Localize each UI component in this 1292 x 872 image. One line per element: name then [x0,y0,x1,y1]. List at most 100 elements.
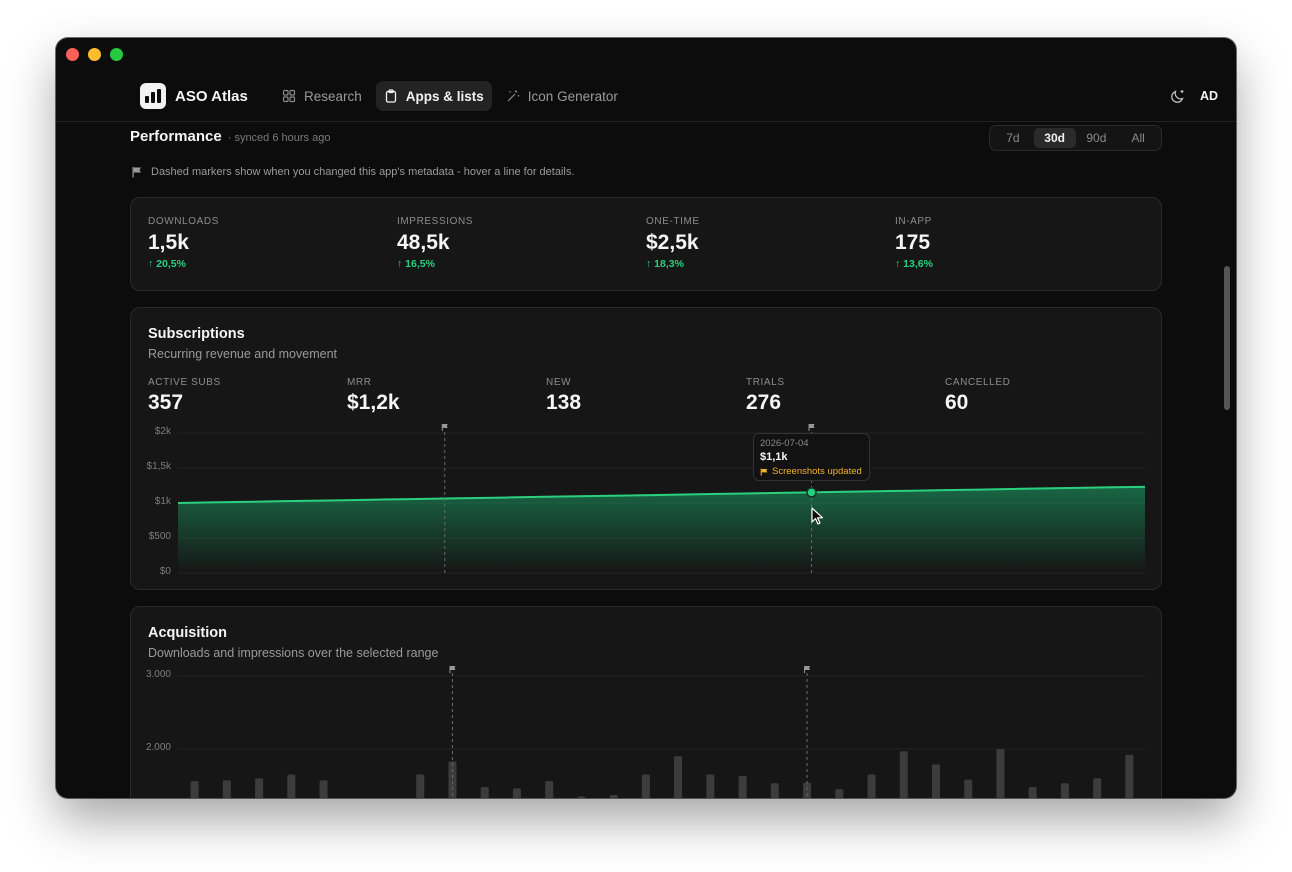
download-bar[interactable] [1125,754,1134,798]
download-bar[interactable] [996,749,1005,798]
download-bar[interactable] [770,783,779,798]
stat-new: NEW 138 [546,377,581,415]
acquisition-chart[interactable] [131,607,1163,798]
kpi-label: IMPRESSIONS [397,216,474,227]
highlight-point[interactable] [806,487,817,498]
subscriptions-card: Subscriptions Recurring revenue and move… [130,307,1162,590]
metadata-flag-icon[interactable] [804,666,811,673]
grid-icon [282,89,296,103]
flag-icon [132,167,141,178]
download-bar[interactable] [577,796,586,798]
y-tick-label: $1,5k [146,461,171,472]
stat-label: ACTIVE SUBS [148,377,221,388]
y-tick-label: 2.000 [145,742,171,753]
card-title: Acquisition [148,625,227,641]
download-bar[interactable] [416,774,425,798]
stat-value: 357 [148,391,184,414]
moon-icon[interactable] [1170,88,1186,104]
download-bar[interactable] [964,779,973,798]
acquisition-card: Acquisition Downloads and impressions ov… [130,606,1162,798]
tab-apps-lists[interactable]: Apps & lists [375,81,492,111]
download-bar[interactable] [1060,783,1069,798]
range-selector: 7d 30d 90d All [989,125,1162,151]
y-tick-label: $1k [154,496,171,507]
stat-active-subs: ACTIVE SUBS 357 [148,377,221,415]
kpi-delta: ↑ 18,3% [646,258,684,270]
minimize-window-button[interactable] [88,48,101,61]
tab-label: Icon Generator [527,88,618,104]
app-logo-icon [140,83,166,109]
download-bar[interactable] [190,781,199,798]
stat-value: 276 [746,391,782,414]
tab-label: Apps & lists [405,88,484,104]
kpi-delta: ↑ 16,5% [397,258,435,270]
tooltip-note: Screenshots updated [760,466,863,477]
mrr-area [178,486,1145,573]
download-bar[interactable] [674,756,683,798]
kpi-label: IN-APP [895,216,932,227]
download-bar[interactable] [738,776,747,798]
kpi-value: 175 [895,231,931,254]
download-bar[interactable] [641,774,650,798]
metadata-flag-icon[interactable] [441,424,448,431]
range-7d[interactable]: 7d [1006,131,1020,145]
download-bar[interactable] [835,789,844,798]
kpi-downloads: DOWNLOADS 1,5k ↑ 20,5% [148,216,219,270]
brand[interactable]: ASO Atlas [140,83,248,109]
range-90d[interactable]: 90d [1086,131,1107,145]
range-30d[interactable]: 30d [1033,128,1076,148]
range-all[interactable]: All [1131,131,1145,145]
download-bar[interactable] [512,788,521,798]
kpi-delta: ↑ 20,5% [148,258,186,270]
tooltip-date: 2026-07-04 [760,438,809,449]
stat-label: NEW [546,377,572,388]
kpi-in-app: IN-APP 175 ↑ 13,6% [895,216,933,270]
kpi-label: DOWNLOADS [148,216,219,227]
zoom-window-button[interactable] [110,48,123,61]
y-tick-label: $500 [148,531,171,542]
download-bar[interactable] [448,761,457,798]
app-window: ASO Atlas Research Apps & lists [56,38,1236,798]
download-bar[interactable] [899,751,908,798]
download-bar[interactable] [319,780,328,798]
clipboard-icon [385,89,396,103]
chart-tooltip: 2026-07-04 $1,1k Screenshots updated [753,433,870,481]
close-window-button[interactable] [66,48,79,61]
stat-label: MRR [347,377,372,388]
metadata-flag-icon[interactable] [449,666,456,673]
metadata-hint: Dashed markers show when you changed thi… [131,166,574,178]
nav-actions: AD [1170,88,1218,104]
top-nav: ASO Atlas Research Apps & lists [56,78,1236,122]
tab-research[interactable]: Research [274,81,370,111]
download-bar[interactable] [255,778,264,798]
main-content: Performance · synced 6 hours ago 7d 30d … [56,123,1236,798]
metadata-flag-icon[interactable] [808,424,815,431]
download-bar[interactable] [706,774,715,798]
stat-value: 138 [546,391,582,414]
download-bar[interactable] [222,780,231,798]
tab-icon-generator[interactable]: Icon Generator [498,81,626,111]
window-controls [66,48,123,61]
stat-cancelled: CANCELLED 60 [945,377,1010,415]
mrr-line[interactable] [177,485,1146,504]
kpi-one-time: ONE-TIME $2,5k ↑ 18,3% [646,216,700,270]
mouse-cursor-icon [811,507,824,525]
kpi-label: ONE-TIME [646,216,700,227]
download-bar[interactable] [287,774,296,798]
tooltip-note-text: Screenshots updated [772,466,862,477]
download-bar[interactable] [1028,786,1037,798]
download-bar[interactable] [931,764,940,798]
kpi-value: 1,5k [148,231,189,254]
download-bar[interactable] [803,782,812,798]
download-bar[interactable] [545,781,554,798]
avatar[interactable]: AD [1199,89,1218,103]
download-bar[interactable] [480,786,489,798]
download-bar[interactable] [609,794,618,798]
scrollbar[interactable] [1224,266,1230,410]
page-title: Performance [130,128,222,145]
nav-tabs: Research Apps & lists Icon Generator [274,81,626,111]
kpi-delta: ↑ 13,6% [895,258,933,270]
download-bar[interactable] [1093,778,1102,798]
mrr-chart[interactable] [131,308,1163,591]
download-bar[interactable] [867,774,876,798]
